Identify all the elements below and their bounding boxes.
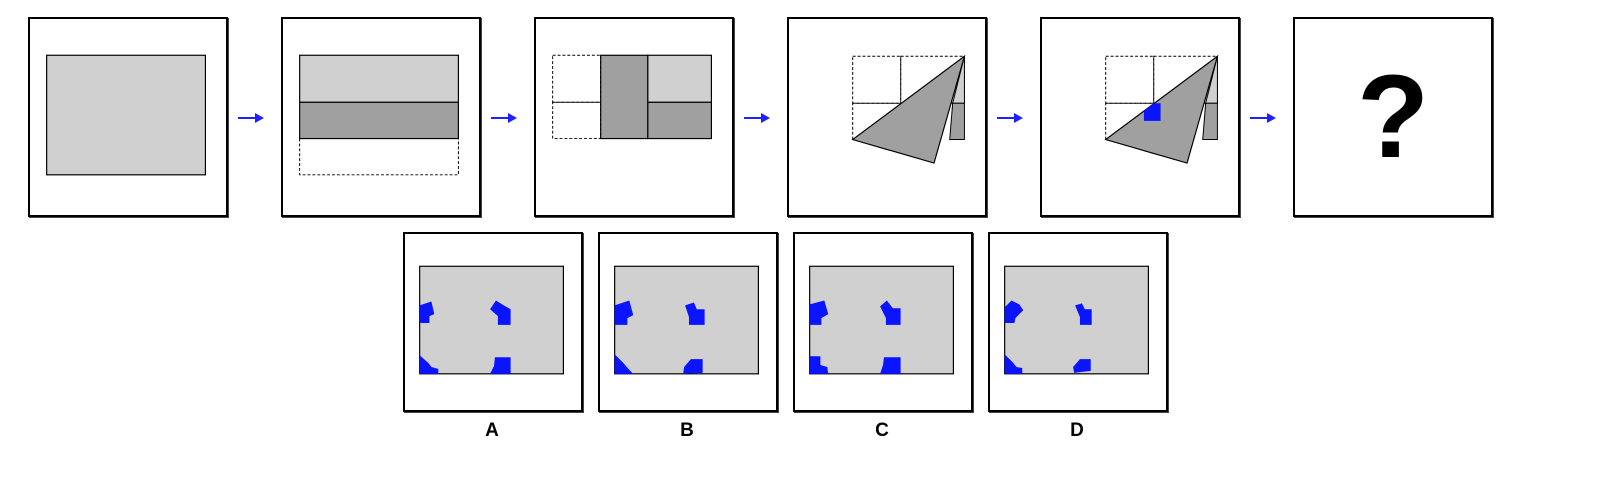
option-c-label[interactable]: C [875,420,889,441]
paper-sheet [46,54,207,176]
folded-away-outline [552,101,602,140]
paper-top-strip [299,54,460,103]
step-1-figure [46,54,207,176]
folded-triangle-flap [1104,54,1219,164]
punch-hole [614,300,634,325]
answer-placeholder-panel: ? [1293,17,1493,217]
option-b-panel[interactable] [598,232,778,412]
question-mark: ? [1356,51,1430,183]
punch-hole [419,301,435,323]
punch-hole [1073,359,1091,373]
folded-flap [299,101,460,140]
arrow-icon [490,111,518,125]
arrow-icon [1249,111,1277,125]
option-d-panel[interactable] [988,232,1168,412]
step-3-figure [552,54,713,140]
paper-sheet [809,265,954,375]
option-a-panel[interactable] [403,232,583,412]
option-a-figure [419,265,564,375]
step-2-panel [281,17,481,217]
punch-hole [614,354,634,374]
paper-sheet [1004,265,1149,375]
folded-triangle-flap [851,54,966,164]
arrow-icon [237,111,265,125]
option-c-figure [809,265,954,375]
step-4-figure [851,54,966,164]
punch-hole [1004,300,1024,323]
step-1-panel [28,17,228,217]
punch-hole [809,300,829,325]
punch-hole [809,356,829,374]
folded-away-outline [852,55,902,104]
paper-light-region [647,54,713,103]
option-b-figure [614,265,759,375]
folded-away-outline [552,54,602,103]
folded-away-outline [299,138,459,176]
folded-away-outline [1105,55,1155,104]
step-2-figure [299,54,460,176]
punch-hole [1004,354,1023,374]
punch-hole [490,357,511,374]
punch-hole [1143,103,1161,121]
option-c-panel[interactable] [793,232,973,412]
arrow-icon [743,111,771,125]
option-b-label[interactable]: B [680,420,694,441]
paper-sheet [419,265,564,375]
punch-hole [880,357,901,374]
step-3-panel [534,17,734,217]
paper-dark-region [1202,102,1218,141]
step-4-panel [787,17,987,217]
option-a-label[interactable]: A [485,420,499,441]
step-5-panel [1040,17,1240,217]
arrow-icon [996,111,1024,125]
folded-flap [600,54,649,140]
punch-hole [683,359,703,374]
punch-hole [490,300,511,325]
punch-hole [880,300,901,325]
paper-sheet [614,265,759,375]
step-5-figure [1104,54,1219,164]
option-d-label[interactable]: D [1070,420,1084,441]
option-d-figure [1004,265,1149,375]
paper-dark-region [647,101,713,140]
paper-dark-region [949,102,965,141]
punch-hole [685,302,705,325]
punch-hole [419,355,439,374]
punch-hole [1075,303,1092,325]
